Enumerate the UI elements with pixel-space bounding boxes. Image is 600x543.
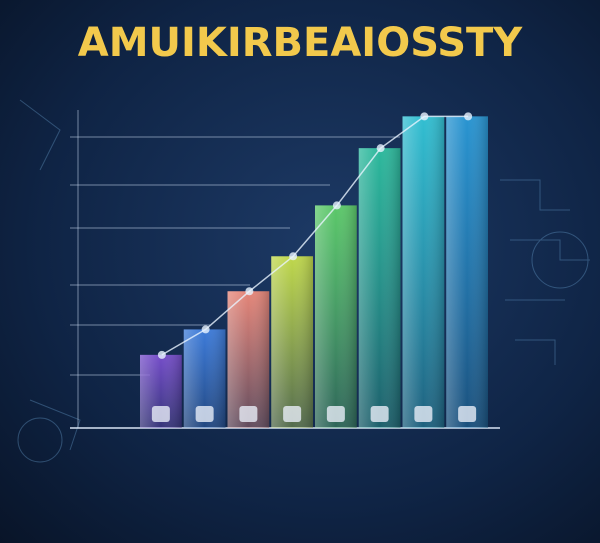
decor bbox=[17, 99, 590, 463]
bar-icon bbox=[239, 406, 258, 422]
trend-dot bbox=[157, 350, 166, 359]
bar-shine bbox=[315, 205, 357, 428]
bar-shine bbox=[358, 148, 401, 428]
trend-dot bbox=[289, 252, 298, 261]
bar-shine bbox=[227, 291, 270, 428]
guide-lines bbox=[70, 110, 400, 428]
trend-dot bbox=[420, 112, 429, 121]
bar-shine bbox=[402, 116, 445, 429]
bar-icon bbox=[195, 406, 214, 422]
trend-dot bbox=[201, 325, 210, 334]
bar-shine bbox=[271, 256, 313, 428]
bar-icon bbox=[370, 406, 389, 422]
bar-icon bbox=[326, 406, 345, 422]
trend-dot bbox=[332, 201, 341, 210]
bar-icon bbox=[151, 406, 170, 422]
bar-shine bbox=[446, 116, 488, 429]
trend-dot bbox=[245, 287, 254, 296]
trend-dot bbox=[376, 144, 385, 153]
bar-icon bbox=[414, 406, 433, 422]
trend-line bbox=[161, 115, 469, 356]
bar-icon bbox=[458, 406, 477, 422]
bar-icon bbox=[283, 406, 302, 422]
chart-title: AMUIKIRBEAIOSSTY bbox=[78, 20, 524, 66]
bars bbox=[140, 116, 488, 429]
trend-dot bbox=[464, 112, 473, 121]
